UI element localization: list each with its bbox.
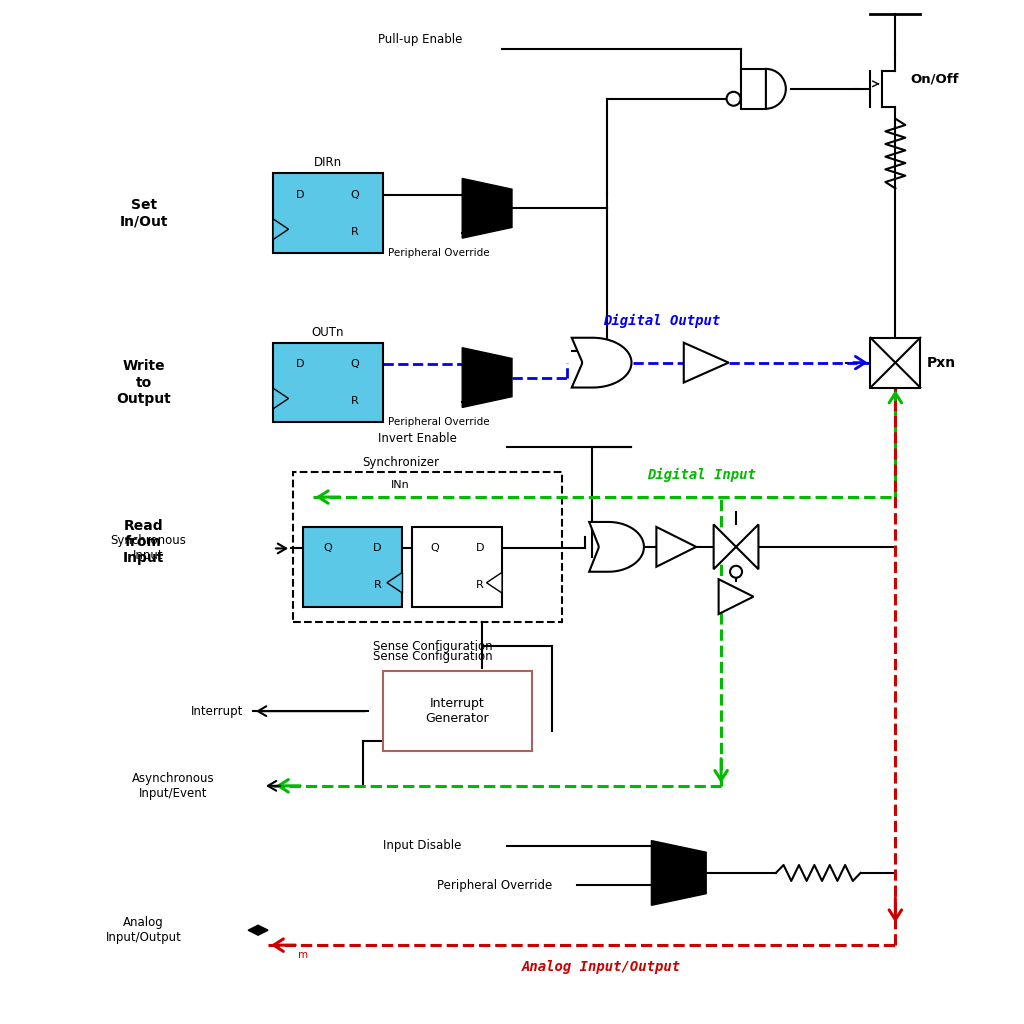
Text: Q: Q — [351, 190, 359, 200]
FancyBboxPatch shape — [293, 472, 562, 622]
Text: Interrupt
Generator: Interrupt Generator — [425, 697, 489, 725]
Polygon shape — [684, 343, 728, 383]
Text: Digital Input: Digital Input — [647, 468, 756, 482]
Polygon shape — [387, 572, 402, 593]
Text: Invert Enable: Invert Enable — [378, 432, 457, 445]
Text: D: D — [296, 359, 305, 370]
FancyBboxPatch shape — [870, 338, 921, 387]
Text: Pull-up Enable: Pull-up Enable — [378, 33, 462, 46]
Polygon shape — [651, 841, 707, 905]
Circle shape — [730, 566, 742, 578]
Polygon shape — [462, 178, 512, 239]
Text: DIRn: DIRn — [313, 157, 342, 169]
Circle shape — [727, 92, 740, 105]
Text: D: D — [374, 544, 382, 553]
Text: Interrupt: Interrupt — [190, 705, 243, 718]
Text: Asynchronous
Input/Event: Asynchronous Input/Event — [132, 772, 215, 800]
Polygon shape — [714, 524, 736, 569]
Text: Synchronizer: Synchronizer — [361, 456, 439, 469]
Polygon shape — [589, 522, 644, 571]
Text: Sense Configuration: Sense Configuration — [373, 650, 493, 663]
FancyBboxPatch shape — [741, 69, 766, 109]
Polygon shape — [462, 348, 512, 408]
Text: m: m — [298, 950, 308, 961]
Text: Set
In/Out: Set In/Out — [120, 199, 168, 228]
Text: R: R — [476, 580, 483, 590]
Polygon shape — [719, 580, 754, 614]
Text: Q: Q — [324, 544, 332, 553]
Text: D: D — [296, 190, 305, 200]
Text: R: R — [351, 226, 359, 237]
FancyBboxPatch shape — [273, 173, 383, 253]
Text: D: D — [475, 544, 484, 553]
Text: Input Disable: Input Disable — [383, 839, 461, 852]
Text: Digital Output: Digital Output — [603, 313, 720, 328]
Polygon shape — [656, 527, 696, 566]
Text: OUTn: OUTn — [311, 326, 344, 339]
Text: Q: Q — [430, 544, 439, 553]
Text: Peripheral Override: Peripheral Override — [387, 418, 489, 427]
Text: R: R — [374, 580, 382, 590]
Text: Sense Configuration: Sense Configuration — [373, 640, 493, 653]
Text: INn: INn — [391, 480, 410, 490]
Text: Analog Input/Output: Analog Input/Output — [522, 961, 681, 974]
Text: Q: Q — [351, 359, 359, 370]
Text: Write
to
Output: Write to Output — [116, 359, 171, 406]
Polygon shape — [486, 572, 502, 593]
Text: Peripheral Override: Peripheral Override — [437, 879, 553, 892]
Polygon shape — [273, 219, 289, 240]
Text: R: R — [351, 396, 359, 406]
Wedge shape — [766, 69, 785, 109]
FancyBboxPatch shape — [303, 527, 402, 606]
Polygon shape — [736, 524, 759, 569]
FancyBboxPatch shape — [383, 672, 531, 751]
FancyBboxPatch shape — [413, 527, 502, 606]
Text: Analog
Input/Output: Analog Input/Output — [105, 916, 181, 944]
Polygon shape — [248, 926, 268, 935]
Text: On/Off: On/Off — [910, 73, 958, 85]
Polygon shape — [571, 338, 632, 387]
Text: Pxn: Pxn — [927, 355, 956, 370]
Text: Read
from
Input: Read from Input — [123, 519, 164, 565]
Text: Synchronous
Input: Synchronous Input — [111, 535, 186, 562]
Polygon shape — [273, 388, 289, 409]
Text: Peripheral Override: Peripheral Override — [387, 248, 489, 258]
FancyBboxPatch shape — [273, 343, 383, 422]
